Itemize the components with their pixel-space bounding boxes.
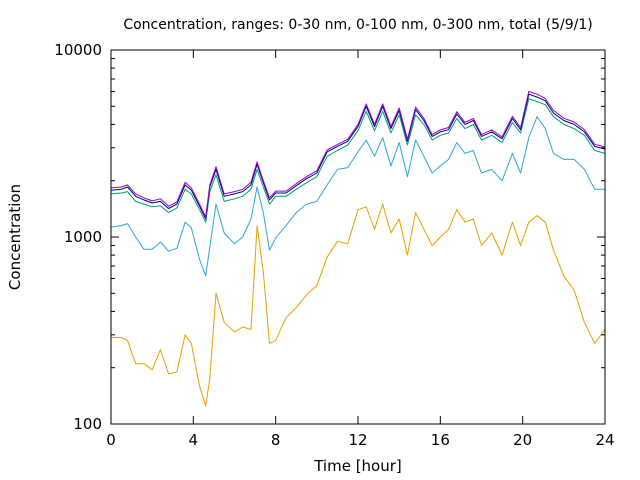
y-tick-label: 100 xyxy=(73,415,102,433)
series-line-5 xyxy=(110,91,606,218)
chart-title: Concentration, ranges: 0-30 nm, 0-100 nm… xyxy=(123,17,592,33)
series-line-3 xyxy=(110,98,606,223)
x-tick-label: 24 xyxy=(595,431,614,449)
x-tick-label: 8 xyxy=(271,431,281,449)
x-axis-label: Time [hour] xyxy=(313,457,402,475)
y-tick-label: 10000 xyxy=(54,41,102,59)
y-tick-label: 1000 xyxy=(64,228,102,246)
series-line-1 xyxy=(111,203,606,407)
x-tick-label: 16 xyxy=(431,431,450,449)
series-line-2 xyxy=(110,116,605,277)
series-layer xyxy=(110,91,606,407)
series-line-4 xyxy=(110,93,606,220)
x-tick-label: 20 xyxy=(513,431,532,449)
x-tick-label: 0 xyxy=(106,431,116,449)
plot-frame xyxy=(110,49,606,425)
x-tick-label: 12 xyxy=(348,431,367,449)
y-axis-label: Concentration xyxy=(6,184,24,290)
x-tick-label: 4 xyxy=(189,431,199,449)
